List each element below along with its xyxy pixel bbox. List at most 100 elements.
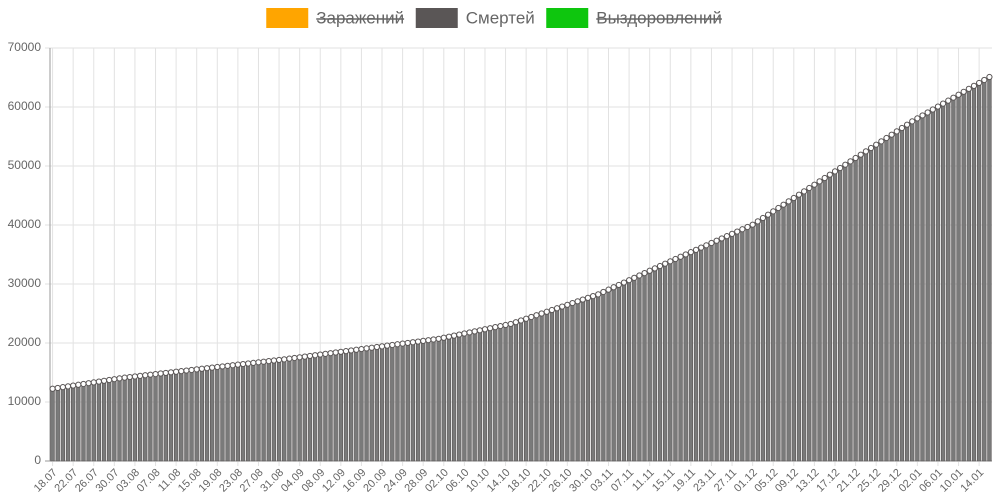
- bar: [343, 350, 349, 462]
- bar: [693, 249, 699, 462]
- bar: [956, 94, 961, 462]
- point: [939, 100, 947, 107]
- bar: [585, 297, 591, 462]
- point: [559, 303, 566, 310]
- bar: [966, 88, 971, 462]
- bar: [837, 167, 843, 462]
- point: [569, 299, 576, 307]
- point: [100, 377, 108, 384]
- bar: [827, 174, 833, 462]
- bar: [60, 386, 66, 462]
- legend-label[interactable]: Выздоровлений: [596, 8, 722, 27]
- bar: [858, 154, 863, 462]
- bar: [364, 348, 369, 462]
- bar: [415, 341, 421, 462]
- y-tick-label: 60000: [8, 99, 42, 113]
- bar: [127, 376, 132, 462]
- bar: [745, 226, 750, 462]
- bar: [81, 383, 86, 462]
- point: [389, 341, 396, 349]
- point: [440, 334, 447, 341]
- legend-swatch[interactable]: [546, 8, 589, 28]
- bar: [153, 373, 158, 462]
- point: [862, 148, 869, 155]
- point: [631, 274, 638, 281]
- legend-swatch[interactable]: [266, 8, 309, 28]
- legend-swatch[interactable]: [415, 8, 458, 28]
- point: [435, 335, 442, 342]
- bar: [755, 221, 760, 462]
- bar: [688, 251, 694, 462]
- bar: [812, 184, 817, 462]
- point: [764, 211, 772, 218]
- point: [136, 372, 144, 379]
- point: [615, 281, 622, 289]
- bar: [807, 187, 812, 462]
- point: [672, 255, 679, 263]
- y-tick-label: 70000: [8, 40, 42, 54]
- bar: [209, 367, 215, 462]
- bar: [101, 380, 107, 462]
- bar: [132, 376, 138, 462]
- point: [450, 332, 458, 339]
- bar: [704, 244, 709, 462]
- legend-label[interactable]: Смертей: [466, 8, 535, 27]
- point: [955, 91, 962, 98]
- point: [986, 73, 993, 81]
- bar: [204, 367, 210, 462]
- point: [54, 384, 61, 392]
- point: [708, 239, 715, 247]
- point: [64, 383, 72, 390]
- bar: [354, 349, 359, 462]
- bar: [580, 299, 585, 462]
- point: [142, 372, 149, 379]
- point: [950, 94, 957, 101]
- bar: [487, 327, 493, 462]
- bar: [451, 335, 457, 462]
- bar: [647, 270, 652, 462]
- bar: [168, 372, 174, 462]
- bar: [369, 347, 374, 462]
- point: [713, 237, 720, 244]
- point: [476, 327, 483, 334]
- point: [574, 298, 581, 305]
- bar: [297, 356, 302, 462]
- bar: [55, 387, 60, 462]
- point: [173, 368, 180, 375]
- bar: [235, 364, 241, 462]
- bar: [791, 197, 796, 462]
- point: [934, 103, 942, 110]
- bar: [240, 363, 246, 462]
- point: [291, 354, 298, 362]
- point: [239, 360, 247, 368]
- point: [409, 339, 417, 346]
- bar: [410, 341, 416, 462]
- point: [178, 368, 185, 375]
- point: [970, 82, 978, 89]
- bar: [441, 337, 446, 462]
- y-tick-label: 50000: [8, 158, 42, 172]
- point: [296, 354, 303, 361]
- legend-label[interactable]: Заражений: [316, 8, 404, 27]
- bar: [230, 364, 235, 462]
- bar: [621, 282, 627, 462]
- point: [584, 294, 592, 301]
- point: [595, 291, 602, 298]
- bar: [462, 333, 467, 462]
- bar: [714, 240, 719, 462]
- bar: [312, 354, 318, 462]
- point: [265, 358, 272, 365]
- point: [914, 115, 921, 122]
- bar: [112, 378, 117, 462]
- bar: [482, 328, 488, 462]
- point: [384, 342, 391, 349]
- point: [651, 265, 658, 272]
- point: [924, 109, 931, 116]
- bar: [601, 291, 606, 462]
- bar: [560, 306, 565, 462]
- bar: [930, 109, 935, 462]
- point: [404, 339, 411, 347]
- bar: [472, 331, 477, 462]
- bar: [503, 324, 508, 462]
- point: [754, 218, 761, 225]
